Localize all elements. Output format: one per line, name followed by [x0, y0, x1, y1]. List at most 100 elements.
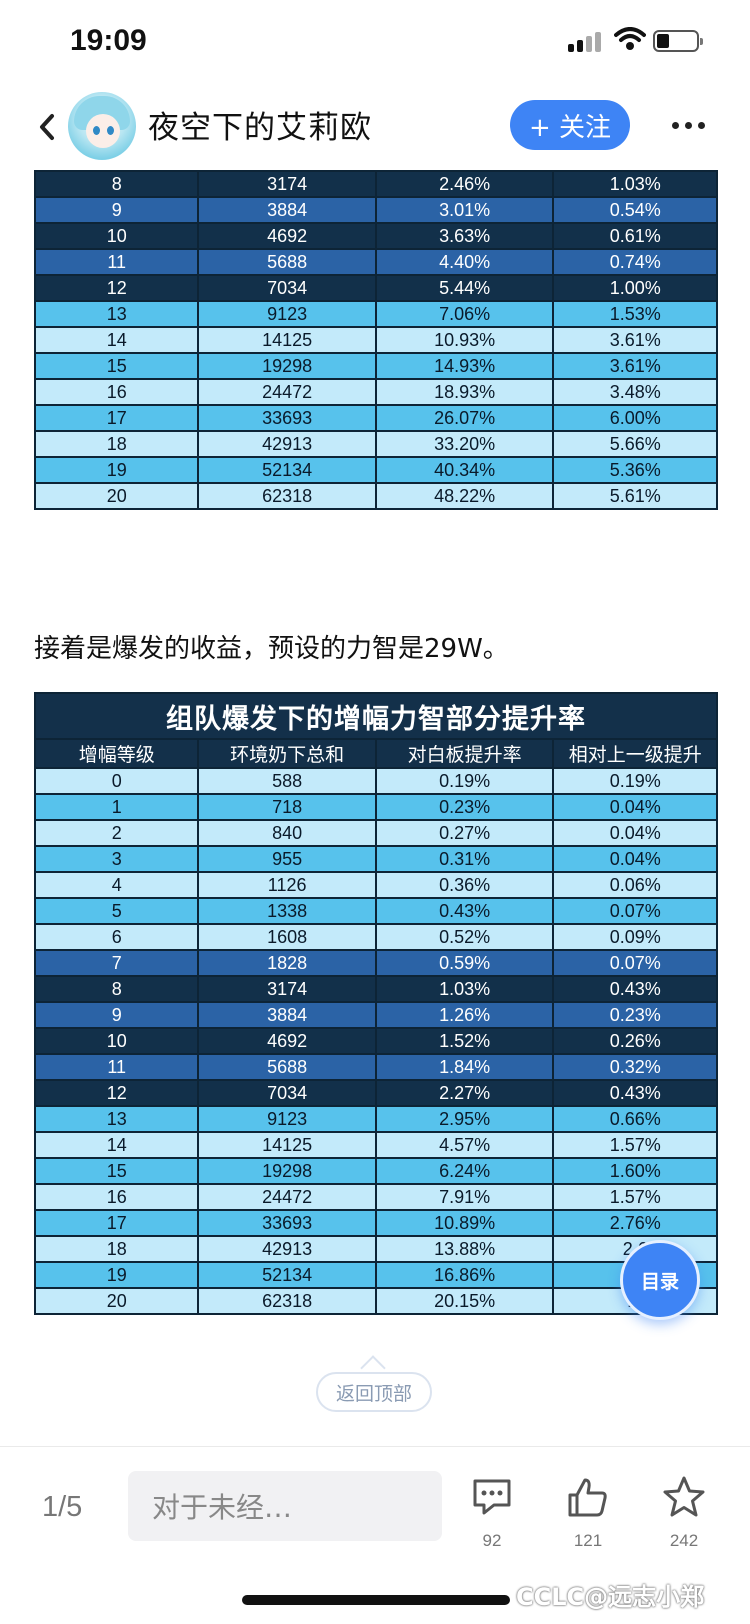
like-button[interactable]: 121	[558, 1475, 618, 1551]
page-indicator[interactable]: 1/5	[42, 1491, 83, 1523]
bottom-bar: 1/5 对于未经… 92 121 242 CCLC@远志小郑	[0, 1446, 750, 1624]
table-row: 6 1608 0.52% 0.09%	[33, 923, 718, 951]
table-header: 相对上一级提升	[552, 738, 718, 769]
cell-total: 42913	[197, 430, 377, 458]
favorite-count: 242	[669, 1531, 699, 1550]
table-row: 13 9123 2.95% 0.66%	[33, 1105, 718, 1133]
table-row: 14 14125 4.57% 1.57%	[33, 1131, 718, 1159]
cell-total: 62318	[197, 1287, 377, 1315]
follow-button[interactable]: + 关注	[510, 100, 630, 150]
table-row: 9 3884 3.01% 0.54%	[33, 196, 718, 224]
cell-total: 24472	[197, 1183, 377, 1211]
table-row: 19 52134 40.34% 5.36%	[33, 456, 718, 484]
cell-step: 0.74%	[552, 248, 718, 276]
cell-rate: 2.95%	[374, 1105, 555, 1133]
cell-rate: 33.20%	[374, 430, 555, 458]
toc-icon: 目录	[640, 1270, 679, 1293]
cell-level: 13	[33, 1105, 200, 1133]
cell-total: 4692	[197, 1027, 377, 1055]
like-icon	[568, 1478, 607, 1517]
cell-rate: 40.34%	[374, 456, 555, 484]
comment-count: 92	[482, 1531, 502, 1550]
status-bar: 19:09	[0, 0, 750, 88]
cell-step: 0.04%	[552, 845, 718, 873]
cell-total: 52134	[197, 456, 377, 484]
cell-total: 19298	[197, 352, 377, 380]
cell-level: 15	[33, 1157, 200, 1185]
cell-step: 0.61%	[552, 222, 718, 250]
cell-rate: 2.46%	[374, 170, 555, 198]
cell-rate: 48.22%	[374, 482, 555, 510]
cell-rate: 1.26%	[374, 1001, 555, 1029]
table-title: 组队爆发下的增幅力智部分提升率	[34, 692, 718, 740]
cell-total: 1608	[197, 923, 377, 951]
cell-total: 840	[197, 819, 377, 847]
home-indicator[interactable]	[242, 1595, 510, 1605]
cell-rate: 0.19%	[374, 767, 555, 795]
cell-total: 3174	[197, 975, 377, 1003]
comment-input[interactable]: 对于未经…	[128, 1471, 442, 1541]
toc-button[interactable]: 目录	[620, 1240, 700, 1320]
cell-total: 52134	[197, 1261, 377, 1289]
table-header: 对白板提升率	[374, 738, 555, 769]
signal-icon	[568, 32, 604, 52]
cell-level: 12	[33, 1079, 200, 1107]
cell-total: 14125	[197, 326, 377, 354]
cell-step: 3.61%	[552, 352, 718, 380]
cell-step: 0.23%	[552, 1001, 718, 1029]
cell-rate: 4.40%	[374, 248, 555, 276]
cell-rate: 4.57%	[374, 1131, 555, 1159]
cell-rate: 13.88%	[374, 1235, 555, 1263]
cell-level: 8	[33, 170, 200, 198]
cell-total: 42913	[197, 1235, 377, 1263]
data-table-1: 8 3174 2.46% 1.03% 9 3884 3.01% 0.54% 10 4692 3.63…	[33, 170, 718, 510]
cell-level: 19	[33, 456, 200, 484]
table-header: 增幅等级	[33, 738, 200, 769]
cell-step: 5.36%	[552, 456, 718, 484]
cell-total: 1126	[197, 871, 377, 899]
back-icon[interactable]	[36, 112, 58, 142]
cell-step: 0.09%	[552, 923, 718, 951]
like-count: 121	[573, 1531, 603, 1550]
table-row: 4 1126 0.36% 0.06%	[33, 871, 718, 899]
cell-step: 0.32%	[552, 1053, 718, 1081]
cell-level: 14	[33, 1131, 200, 1159]
cell-rate: 7.06%	[374, 300, 555, 328]
cell-step: 0.19%	[552, 767, 718, 795]
cell-level: 16	[33, 1183, 200, 1211]
cell-rate: 0.59%	[374, 949, 555, 977]
cell-rate: 5.44%	[374, 274, 555, 302]
cell-level: 20	[33, 482, 200, 510]
cell-step: 1.53%	[552, 300, 718, 328]
cell-total: 588	[197, 767, 377, 795]
cell-rate: 10.89%	[374, 1209, 555, 1237]
avatar[interactable]	[68, 92, 136, 160]
back-to-top-button[interactable]: 返回顶部	[316, 1372, 432, 1412]
cell-level: 20	[33, 1287, 200, 1315]
cell-rate: 3.63%	[374, 222, 555, 250]
cell-level: 5	[33, 897, 200, 925]
cell-step: 0.54%	[552, 196, 718, 224]
cell-total: 4692	[197, 222, 377, 250]
status-time: 19:09	[70, 24, 147, 57]
cell-total: 1338	[197, 897, 377, 925]
cell-total: 14125	[197, 1131, 377, 1159]
cell-total: 1828	[197, 949, 377, 977]
comment-button[interactable]: 92	[462, 1475, 522, 1551]
star-icon	[663, 1476, 705, 1517]
author-name[interactable]: 夜空下的艾莉欧	[148, 110, 372, 146]
table-row: 3 955 0.31% 0.04%	[33, 845, 718, 873]
cell-rate: 6.24%	[374, 1157, 555, 1185]
table-row: 9 3884 1.26% 0.23%	[33, 1001, 718, 1029]
favorite-button[interactable]: 242	[654, 1475, 714, 1551]
cell-level: 7	[33, 949, 200, 977]
cell-step: 1.60%	[552, 1157, 718, 1185]
table-row: 12 7034 2.27% 0.43%	[33, 1079, 718, 1107]
cell-step: 5.61%	[552, 482, 718, 510]
table-row: 20 62318 48.22% 5.61%	[33, 482, 718, 510]
cell-total: 24472	[197, 378, 377, 406]
more-icon[interactable]	[672, 122, 706, 130]
cell-step: 0.26%	[552, 1027, 718, 1055]
table-row: 17 33693 26.07% 6.00%	[33, 404, 718, 432]
